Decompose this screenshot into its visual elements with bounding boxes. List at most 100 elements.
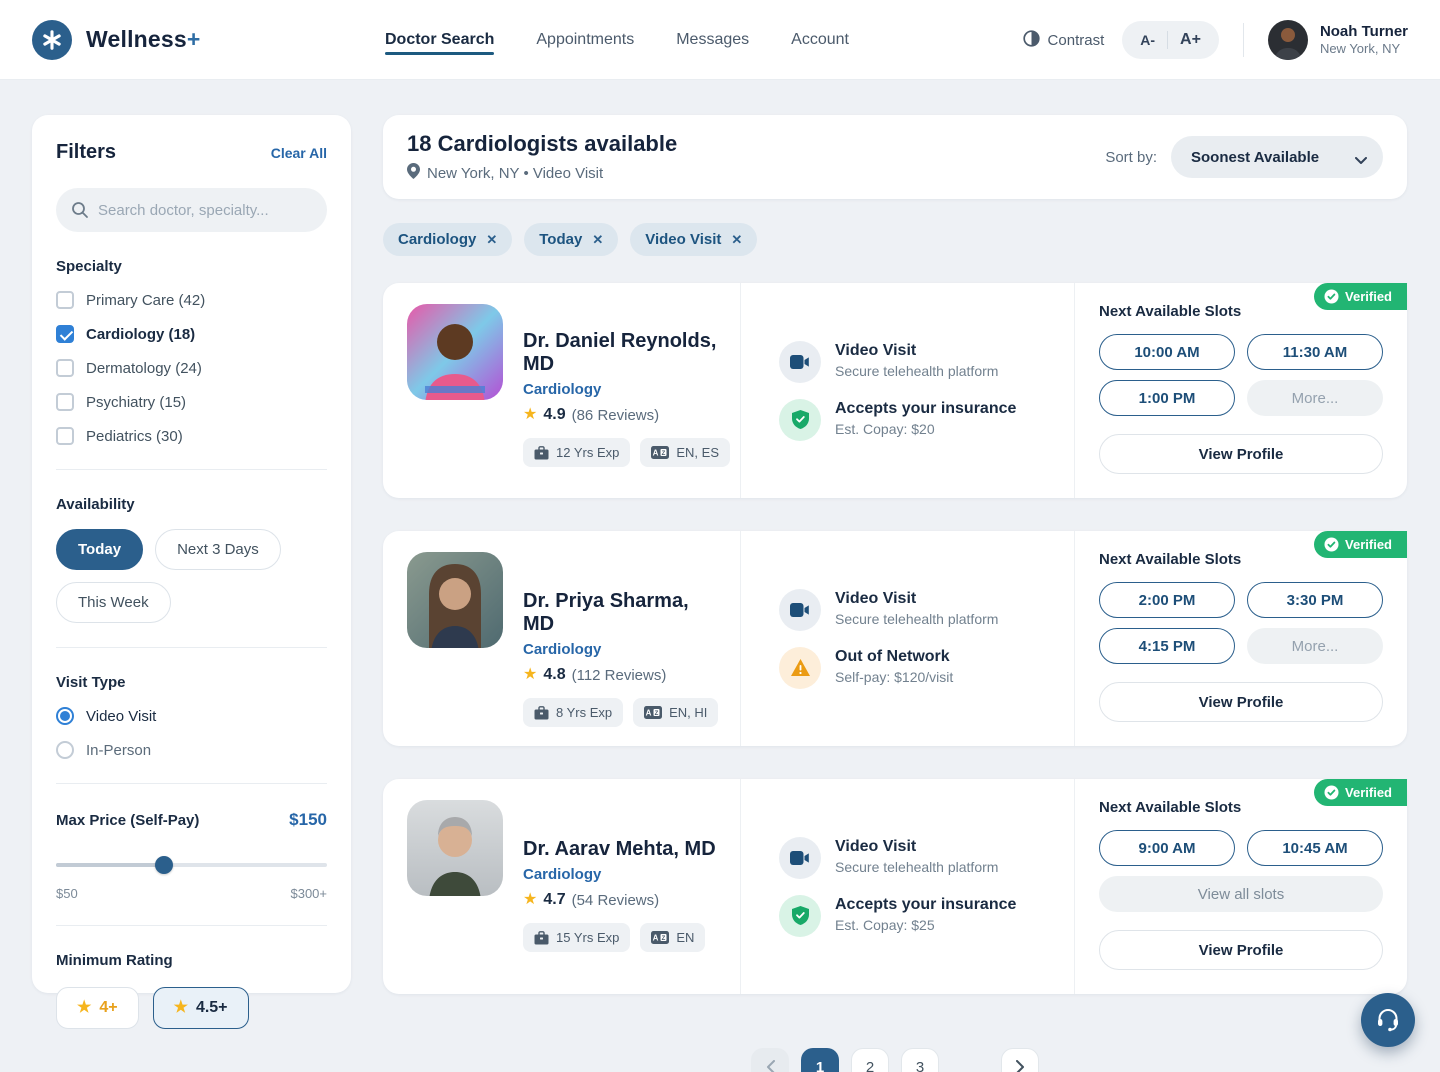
filter-chip-today[interactable]: Today bbox=[524, 223, 619, 256]
nav-messages[interactable]: Messages bbox=[676, 31, 750, 48]
pagination-page-2[interactable]: 2 bbox=[851, 1048, 889, 1072]
chevron-right-icon bbox=[1015, 1060, 1024, 1072]
doctor-card: Verified Dr. Priya Sharma, MD Cardiology… bbox=[383, 531, 1407, 746]
svg-text:A: A bbox=[653, 449, 659, 458]
doctor-specialty[interactable]: Cardiology bbox=[523, 866, 602, 883]
checkbox-icon bbox=[56, 393, 74, 411]
availability-this-week-button[interactable]: This Week bbox=[56, 582, 171, 623]
view-profile-button[interactable]: View Profile bbox=[1099, 682, 1383, 722]
contrast-label: Contrast bbox=[1047, 31, 1105, 49]
rating-4-5-plus-button[interactable]: 4.5+ bbox=[152, 987, 249, 1029]
filter-chip-video-visit[interactable]: Video Visit bbox=[630, 223, 758, 256]
results-subtitle: New York, NY • Video Visit bbox=[407, 163, 677, 183]
remove-chip-icon[interactable] bbox=[486, 232, 497, 248]
availability-section-label: Availability bbox=[56, 496, 135, 513]
font-controls-divider bbox=[1167, 31, 1169, 49]
specialty-checkbox-dermatology[interactable]: Dermatology (24) bbox=[56, 359, 327, 377]
slots-title: Next Available Slots bbox=[1099, 551, 1242, 568]
view-profile-button[interactable]: View Profile bbox=[1099, 930, 1383, 970]
warning-triangle-icon bbox=[779, 646, 821, 689]
specialty-checkbox-pediatrics[interactable]: Pediatrics (30) bbox=[56, 427, 327, 445]
remove-chip-icon[interactable] bbox=[592, 232, 603, 248]
doctor-name: Dr. Daniel Reynolds, MD bbox=[523, 330, 717, 375]
specialty-section-label: Specialty bbox=[56, 258, 122, 275]
location-pin-icon bbox=[407, 163, 420, 183]
filter-chip-cardiology[interactable]: Cardiology bbox=[383, 223, 513, 256]
user-info: Noah Turner New York, NY bbox=[1320, 23, 1408, 58]
pagination-next-button[interactable] bbox=[1001, 1048, 1039, 1072]
time-slot-button[interactable]: 3:30 PM bbox=[1247, 582, 1383, 618]
time-slot-button[interactable]: 4:15 PM bbox=[1099, 628, 1235, 664]
availability-today-button[interactable]: Today bbox=[56, 529, 144, 570]
pagination-page-3[interactable]: 3 bbox=[901, 1048, 939, 1072]
svg-text:A: A bbox=[653, 934, 659, 943]
pagination-prev-button[interactable] bbox=[751, 1048, 789, 1072]
slots-title: Next Available Slots bbox=[1099, 799, 1242, 816]
clear-all-filters-button[interactable]: Clear All bbox=[270, 144, 327, 161]
view-all-slots-button[interactable]: View all slots bbox=[1099, 876, 1383, 912]
insurance-shield-icon bbox=[779, 398, 821, 441]
user-menu[interactable]: Noah Turner New York, NY bbox=[1267, 20, 1408, 60]
visit-type-radio-in-person[interactable]: In-Person bbox=[56, 741, 327, 759]
time-slot-button[interactable]: 2:00 PM bbox=[1099, 582, 1235, 618]
time-slot-button[interactable]: 9:00 AM bbox=[1099, 830, 1235, 866]
more-slots-button[interactable]: More... bbox=[1247, 628, 1383, 664]
doctor-specialty[interactable]: Cardiology bbox=[523, 381, 602, 398]
insurance-shield-icon bbox=[779, 894, 821, 937]
contrast-toggle[interactable]: Contrast bbox=[1022, 29, 1105, 51]
price-slider-thumb[interactable] bbox=[155, 856, 174, 874]
specialty-checkbox-primary-care[interactable]: Primary Care (42) bbox=[56, 291, 327, 309]
nav-doctor-search[interactable]: Doctor Search bbox=[385, 3, 495, 77]
results-area: 18 Cardiologists available New York, NY … bbox=[383, 115, 1407, 1072]
font-increase-button[interactable]: A+ bbox=[1168, 26, 1213, 54]
doctor-photo bbox=[407, 552, 503, 648]
svg-text:Z: Z bbox=[655, 711, 659, 717]
svg-text:A: A bbox=[646, 709, 652, 718]
user-avatar bbox=[1267, 20, 1308, 60]
slots-title: Next Available Slots bbox=[1099, 303, 1242, 320]
specialty-checkbox-psychiatry[interactable]: Psychiatry (15) bbox=[56, 393, 327, 411]
specialty-checkbox-cardiology[interactable]: Cardiology (18) bbox=[56, 325, 327, 343]
time-slot-button[interactable]: 11:30 AM bbox=[1247, 334, 1383, 370]
nav-appointments[interactable]: Appointments bbox=[536, 31, 635, 48]
price-max-label: $300+ bbox=[290, 886, 327, 901]
time-slot-button[interactable]: 1:00 PM bbox=[1099, 380, 1235, 416]
svg-text:Z: Z bbox=[662, 451, 666, 457]
rating-4-plus-button[interactable]: 4+ bbox=[56, 987, 139, 1029]
font-size-controls: A- A+ bbox=[1122, 21, 1219, 59]
price-min-label: $50 bbox=[56, 886, 78, 901]
header-divider bbox=[1242, 23, 1244, 57]
verified-badge: Verified bbox=[1314, 779, 1407, 806]
pagination-page-1[interactable]: 1 bbox=[801, 1048, 839, 1072]
main-nav: Doctor Search Appointments Messages Acco… bbox=[385, 0, 849, 80]
headset-icon bbox=[1378, 1009, 1398, 1032]
star-icon bbox=[523, 667, 537, 683]
availability-next-3-days-button[interactable]: Next 3 Days bbox=[155, 529, 281, 570]
font-decrease-button[interactable]: A- bbox=[1128, 27, 1167, 53]
remove-chip-icon[interactable] bbox=[731, 232, 742, 248]
time-slot-button[interactable]: 10:45 AM bbox=[1247, 830, 1383, 866]
visit-type-radio-video[interactable]: Video Visit bbox=[56, 707, 327, 725]
view-profile-button[interactable]: View Profile bbox=[1099, 434, 1383, 474]
search-input[interactable] bbox=[56, 188, 327, 232]
price-slider[interactable] bbox=[56, 856, 327, 874]
filters-panel: Filters Clear All Specialty Primary Care… bbox=[32, 115, 351, 1029]
support-chat-fab[interactable] bbox=[1361, 993, 1415, 1047]
user-location: New York, NY bbox=[1319, 40, 1401, 56]
app-header: Wellness+ Doctor Search Appointments Mes… bbox=[0, 0, 1440, 80]
checkbox-checked-icon bbox=[56, 325, 74, 343]
video-visit-icon bbox=[779, 836, 821, 879]
sort-select[interactable]: Soonest Available bbox=[1171, 136, 1383, 178]
experience-badge: 8 Yrs Exp bbox=[523, 698, 624, 727]
more-slots-button[interactable]: More... bbox=[1247, 380, 1383, 416]
active-filter-chips: Cardiology Today Video Visit bbox=[383, 223, 1407, 256]
time-slot-button[interactable]: 10:00 AM bbox=[1099, 334, 1235, 370]
doctor-name: Dr. Aarav Mehta, MD bbox=[523, 838, 716, 860]
star-icon bbox=[523, 407, 537, 423]
nav-account[interactable]: Account bbox=[791, 31, 849, 48]
doctor-specialty[interactable]: Cardiology bbox=[523, 641, 602, 658]
